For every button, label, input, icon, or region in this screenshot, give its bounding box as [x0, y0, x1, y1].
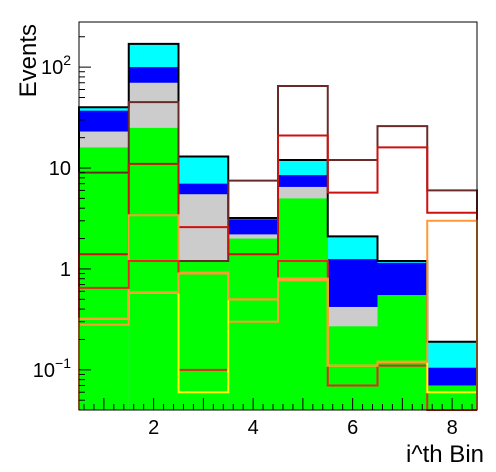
stack-bar-4-bin-6 — [327, 326, 378, 410]
stack-bar-4-bin-2 — [128, 127, 179, 410]
overlay-line-2 — [78, 134, 478, 410]
histogram-layers — [78, 42, 478, 411]
stack-bar-4-bin-7 — [377, 295, 428, 410]
y-tick-label: 10 — [49, 158, 71, 180]
x-tick-label: 4 — [248, 417, 259, 439]
y-tick-label: 1 — [60, 259, 71, 281]
x-tick-label: 8 — [447, 417, 458, 439]
x-axis-title: i^th Bin — [406, 441, 484, 468]
x-tick-label: 6 — [347, 417, 358, 439]
plot-frame — [78, 21, 478, 411]
y-axis-title: Events — [15, 24, 42, 97]
y-tick-label: 102 — [41, 52, 71, 79]
overlay-line-6 — [78, 219, 478, 410]
stack-bar-4-bin-1 — [79, 147, 129, 410]
axis-ticks: 2 4 6 8 10−1 1 10 102 — [33, 36, 473, 439]
stack-bar-4-bin-3 — [178, 260, 229, 410]
overlay-line-1 — [78, 85, 478, 410]
x-tick-label: 2 — [148, 417, 159, 439]
stack-bar-4-bin-4 — [228, 238, 278, 410]
stack-bar-4-bin-5 — [278, 198, 328, 410]
y-tick-label: 10−1 — [33, 355, 71, 382]
